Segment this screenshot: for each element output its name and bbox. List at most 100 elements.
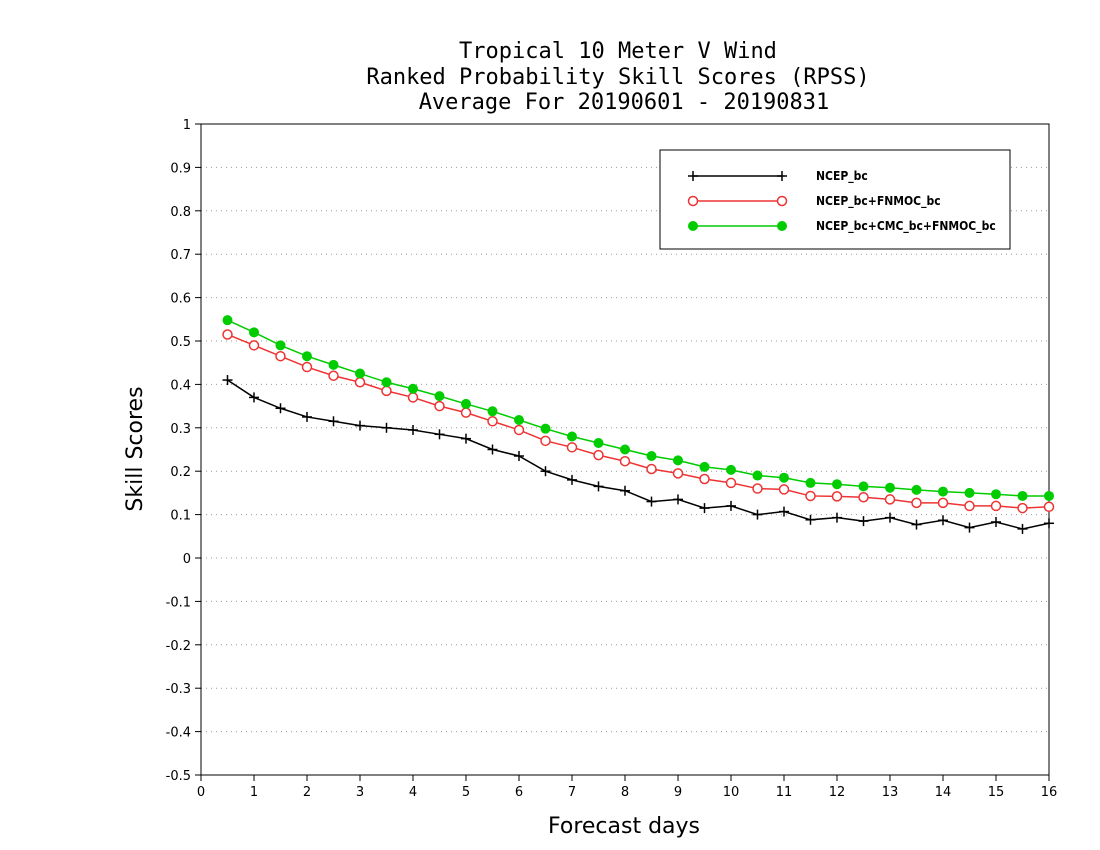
series-line [227,379,1050,530]
data-point [991,489,1001,500]
data-point [646,463,657,475]
chart-subtitle: Ranked Probability Skill Scores (RPSS) [366,65,869,90]
data-point [620,485,630,496]
data-point [381,422,392,433]
x-tick-label: 6 [515,785,523,800]
data-point [858,516,869,527]
data-point [434,400,445,412]
data-point [355,420,365,431]
x-tick-label: 2 [303,785,311,800]
data-point [249,392,259,403]
series-2 [222,315,1054,501]
legend-marker [776,195,788,207]
data-point [407,392,419,403]
data-point [964,487,975,498]
data-point [1043,501,1055,513]
data-point [1044,518,1054,529]
x-tick-label: 8 [621,785,629,800]
data-point [514,451,524,462]
legend-marker [777,221,787,231]
data-point [301,361,313,373]
x-tick-label: 12 [829,785,846,800]
data-point [1017,490,1028,501]
data-point [567,474,577,485]
data-point [540,435,551,447]
data-point [672,468,684,479]
series-layer [222,315,1055,534]
data-point [858,491,869,503]
y-tick-label: 0.6 [170,292,191,307]
legend-marker [777,171,787,181]
data-point [275,340,286,351]
y-tick-label: 0.2 [170,465,191,480]
chart-subtitle-dates: Average For 20190601 - 20190831 [419,90,830,115]
x-tick-label: 0 [197,785,205,800]
legend-box [659,149,1011,250]
data-point [726,464,736,475]
data-point [354,376,366,388]
data-point [302,411,312,422]
x-tick-label: 15 [988,785,1005,800]
data-point [991,516,1001,527]
data-point [460,407,472,418]
x-tick-label: 13 [882,785,899,800]
y-tick-label: 0.4 [170,378,191,393]
x-tick-label: 3 [356,785,364,800]
y-tick-label: -0.3 [166,682,191,697]
data-point [885,512,895,523]
data-point [911,484,922,495]
x-tick-label: 10 [723,785,740,800]
data-point [990,500,1002,512]
legend-label: NCEP_bc [816,169,868,184]
data-point [911,519,922,530]
data-point [381,385,392,397]
data-point [302,351,312,362]
data-point [434,391,445,402]
data-point [832,479,842,490]
legend-marker [688,171,698,181]
x-tick-label: 16 [1041,785,1058,800]
data-point [646,451,657,462]
data-point [805,477,816,488]
data-point [699,503,710,514]
data-point [222,329,233,340]
data-point [1017,502,1028,514]
data-point [275,350,286,362]
chart-title: Tropical 10 Meter V Wind [459,39,777,64]
data-point [408,424,418,435]
data-point [752,470,763,481]
x-axis-title: Forecast days [548,814,700,839]
y-tick-label: 0.7 [170,248,191,263]
y-axis-title: Skill Scores [123,386,148,511]
data-point [540,423,551,434]
y-tick-label: 0 [183,552,191,567]
data-point [752,483,763,494]
data-point [514,414,524,425]
data-point [513,424,525,436]
y-tick-label: -0.4 [166,726,191,741]
legend-label: NCEP_bc+FNMOC_bc [816,194,941,209]
x-tick-label: 9 [674,785,682,800]
data-point [673,494,683,505]
data-point [964,522,975,533]
data-point [778,484,790,495]
data-point [381,377,392,388]
data-point [249,327,259,338]
y-tick-label: -0.1 [166,595,191,610]
data-point [461,433,471,444]
data-point [779,506,789,517]
data-point [328,370,339,381]
data-point [408,383,418,394]
x-tick-label: 14 [935,785,952,800]
x-tick-label: 7 [568,785,576,800]
y-tick-label: 0.9 [170,161,191,176]
data-point [725,477,737,489]
data-point [222,315,233,326]
data-point [673,455,683,466]
data-point [805,514,816,525]
data-point [1017,523,1028,534]
legend-item: NCEP_bc+FNMOC_bc [687,194,941,209]
y-tick-label: -0.2 [166,639,191,654]
legend-marker [688,221,698,231]
